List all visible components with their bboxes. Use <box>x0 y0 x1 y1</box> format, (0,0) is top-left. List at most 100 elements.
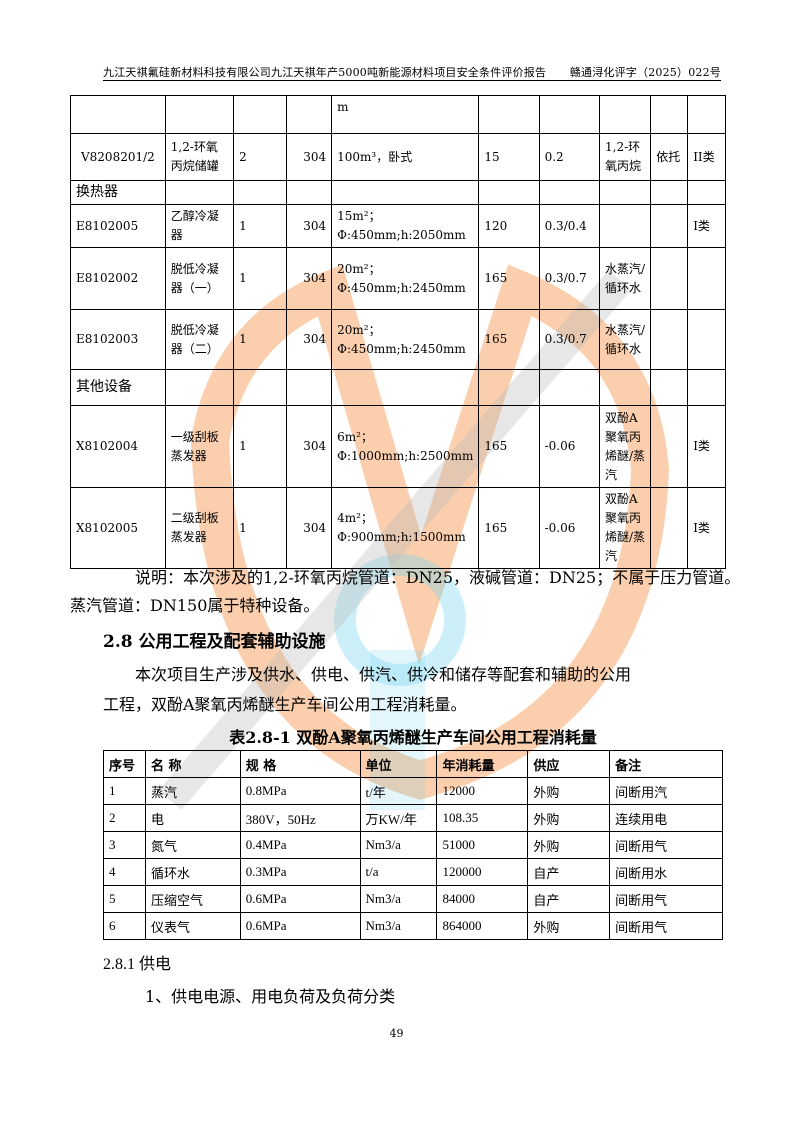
table-section-row: 换热器 <box>70 180 726 205</box>
table-cell <box>285 369 333 406</box>
table-cell: 间断用气 <box>609 885 723 913</box>
table-cell: II类 <box>687 133 726 181</box>
table-cell: 120000 <box>436 858 529 886</box>
table-cell <box>687 95 726 134</box>
table-cell <box>650 487 689 569</box>
table-cell: I类 <box>687 405 726 488</box>
table-cell: 6m²；Φ:1000mm;h:2500mm <box>331 405 480 488</box>
table-cell: -0.06 <box>538 487 601 569</box>
table-cell <box>164 180 235 205</box>
table-cell: t/年 <box>359 777 438 805</box>
table-cell: 1 <box>233 204 287 248</box>
table-cell: Nm3/a <box>359 912 438 940</box>
table-cell <box>650 405 689 488</box>
table-cell: 二级刮板蒸发器 <box>164 487 235 569</box>
table-cell: 双酚A聚氧丙烯醚/蒸汽 <box>599 487 652 569</box>
table-cell: 165 <box>478 487 540 569</box>
column-header: 规 格 <box>239 750 361 778</box>
table-cell <box>599 369 652 406</box>
table-section-row: 其他设备 <box>70 369 726 406</box>
equipment-table: m V8208201/2 1,2-环氧丙烷储罐 2 304 100m³，卧式 15 0.2 1,… <box>70 95 726 569</box>
table-cell: 5 <box>103 885 146 913</box>
table-cell: 15m²；Φ:450mm;h:2050mm <box>331 204 480 248</box>
column-header: 备注 <box>609 750 723 778</box>
table-cell: 依托 <box>650 133 689 181</box>
section-paragraph-2: 工程，双酚A聚氧丙烯醚生产车间公用工程消耗量。 <box>103 695 467 714</box>
table-row: 2 电 380V，50Hz 万KW/年 108.35 外购 连续用电 <box>103 804 723 832</box>
table-cell: 51000 <box>436 831 529 859</box>
table-cell <box>538 95 601 134</box>
table-cell <box>650 180 689 205</box>
table-cell: 15 <box>478 133 540 181</box>
table-row: E8102005 乙醇冷凝器 1 304 15m²；Φ:450mm;h:2050mm 12… <box>70 204 726 248</box>
page-number: 49 <box>389 1027 404 1040</box>
table-cell: 2 <box>233 133 287 181</box>
table-cell: 蒸汽 <box>144 777 241 805</box>
table-cell: 0.3/0.7 <box>538 247 601 310</box>
table-cell <box>331 369 480 406</box>
utility-table: 序号名 称规 格单位 年消耗量 供应 备注 1 蒸汽 0.8MPa t/年 12000 外购 间断用… <box>103 750 723 940</box>
table-cell: 0.6MPa <box>239 912 361 940</box>
page-header: 九江天祺氟硅新材料科技有限公司九江天祺年产5000吨新能源材料项目安全条件评价报… <box>103 64 721 81</box>
table-cell: 1 <box>233 309 287 370</box>
table-cell: 304 <box>285 487 333 569</box>
header-doc-number: 赣通浔化评字（2025）022号 <box>569 66 721 79</box>
table-row: E8102002 脱低冷凝器（一） 1 304 20m²；Φ:450mm;h:2450m… <box>70 247 726 310</box>
table-cell: 304 <box>285 204 333 248</box>
table-cell: 304 <box>285 133 333 181</box>
table-cell: 自产 <box>527 858 611 886</box>
table-cell: 外购 <box>527 777 611 805</box>
table-cell <box>599 204 652 248</box>
table-cell: 0.2 <box>538 133 601 181</box>
table-cell <box>233 369 287 406</box>
table-cell <box>650 95 689 134</box>
table-cell: E8102002 <box>70 247 166 310</box>
subsection-item-1: 1、供电电源、用电负荷及负荷分类 <box>145 987 396 1006</box>
table-cell: 100m³，卧式 <box>331 133 480 181</box>
table-cell: 1,2-环氧丙烷 <box>599 133 652 181</box>
table-cell <box>285 95 333 134</box>
table-cell <box>687 369 726 406</box>
table-cell: 外购 <box>527 804 611 832</box>
table-row: 4 循环水 0.3MPa t/a 120000 自产 间断用水 <box>103 858 723 886</box>
table-cell: V8208201/2 <box>70 133 166 181</box>
table-cell: 仪表气 <box>144 912 241 940</box>
table-cell <box>285 180 333 205</box>
table-cell: 双酚A聚氧丙烯醚/蒸汽 <box>599 405 652 488</box>
table-cell: 165 <box>478 309 540 370</box>
table-cell: 1 <box>233 405 287 488</box>
table-cell: 304 <box>285 405 333 488</box>
table-cell: 1 <box>233 247 287 310</box>
table-cell: t/a <box>359 858 438 886</box>
table-cell: 0.3/0.7 <box>538 309 601 370</box>
section-heading: 2.8 公用工程及配套辅助设施 <box>103 632 326 652</box>
table-row: 3 氮气 0.4MPa Nm3/a 51000 外购 间断用气 <box>103 831 723 859</box>
table-cell: 165 <box>478 405 540 488</box>
subsection-heading: 2.8.1 供电 <box>103 956 172 973</box>
table-row: m <box>70 95 726 134</box>
table-cell <box>650 247 689 310</box>
table-cell <box>233 95 287 134</box>
section-label: 换热器 <box>70 180 166 205</box>
table-cell: 脱低冷凝器（二） <box>164 309 235 370</box>
section-paragraph-1: 本次项目生产涉及供水、供电、供汽、供冷和储存等配套和辅助的公用 <box>135 665 632 684</box>
table-cell: 连续用电 <box>609 804 723 832</box>
table-cell: 1 <box>103 777 146 805</box>
table-cell <box>538 369 601 406</box>
table-cell: 12000 <box>436 777 529 805</box>
table-cell: 自产 <box>527 885 611 913</box>
table-cell <box>70 95 166 134</box>
table-row: 5 压缩空气 0.6MPa Nm3/a 84000 自产 间断用气 <box>103 885 723 913</box>
table-cell <box>650 309 689 370</box>
table-cell: 压缩空气 <box>144 885 241 913</box>
table-cell: 0.8MPa <box>239 777 361 805</box>
table-cell <box>687 180 726 205</box>
table-cell: 20m²；Φ:450mm;h:2450mm <box>331 247 480 310</box>
table-cell: E8102003 <box>70 309 166 370</box>
table-cell <box>478 369 540 406</box>
table-cell <box>599 95 652 134</box>
table-cell: 一级刮板蒸发器 <box>164 405 235 488</box>
column-header: 序号 <box>103 750 146 778</box>
table-cell <box>650 369 689 406</box>
table-cell: X8102004 <box>70 405 166 488</box>
